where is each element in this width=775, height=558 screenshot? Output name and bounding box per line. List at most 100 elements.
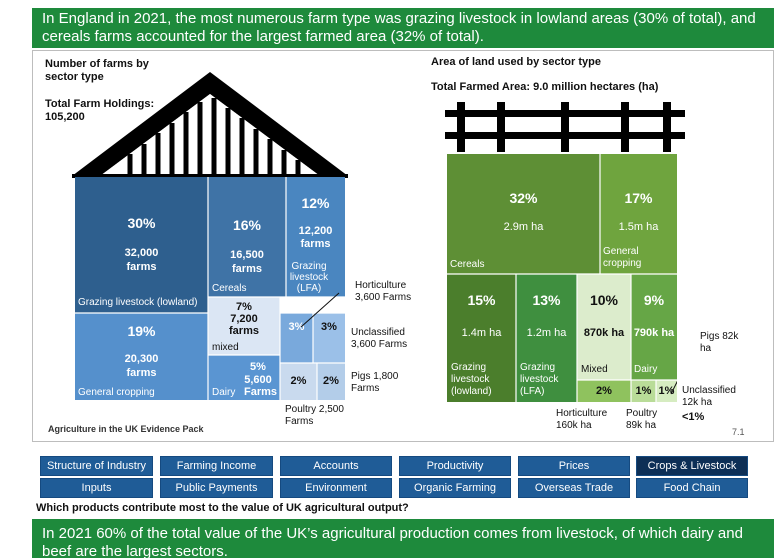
right-pigs-pct: 1%: [658, 385, 675, 397]
holdings-value: 105,200: [45, 111, 85, 123]
left-cereals-unit: farms: [232, 263, 262, 275]
page-number: 7.1: [732, 427, 745, 437]
right-mixed-area: 870k ha: [583, 327, 625, 339]
left-block-cereals: 16% 16,500 farms Cereals: [208, 177, 286, 297]
right-block-poultry: 1%: [631, 380, 656, 402]
right-general-cropping-name: General cropping: [603, 246, 642, 269]
left-general-cropping-unit: farms: [126, 367, 157, 379]
right-general-cropping-pct: 17%: [624, 190, 653, 206]
left-grazing-lfa-unit: farms: [300, 238, 331, 250]
left-pigs-pct: 2%: [290, 375, 307, 387]
nav-public-payments[interactable]: Public Payments: [160, 478, 273, 498]
left-cereals-count: 16,500: [230, 249, 264, 261]
right-block-general-cropping: 17% 1.5m ha General cropping: [600, 154, 677, 274]
left-treemap-grid: [75, 177, 345, 400]
bottom-banner-text: In 2021 60% of the total value of the UK…: [42, 525, 743, 558]
right-mixed-name: Mixed: [581, 364, 608, 375]
right-dairy-name: Dairy: [634, 364, 658, 375]
left-grazing-lowland-unit: farms: [126, 261, 157, 273]
right-cereals-name: Cereals: [450, 259, 485, 270]
left-cereals-pct: 16%: [232, 217, 262, 233]
nav-accounts[interactable]: Accounts: [280, 456, 392, 476]
left-general-cropping-pct: 19%: [127, 323, 156, 339]
right-horticulture-pct: 2%: [596, 385, 612, 397]
left-block-pigs: 2%: [280, 363, 317, 400]
right-cereals-area: 2.9m ha: [503, 221, 544, 233]
right-dairy-pct: 9%: [643, 292, 665, 308]
left-grazing-lowland-name: Grazing livestock (lowland): [78, 297, 198, 308]
left-grazing-lfa-pct: 12%: [301, 195, 330, 211]
nav-organic-farming[interactable]: Organic Farming: [399, 478, 511, 498]
left-general-cropping-count: 20,300: [124, 353, 159, 365]
left-title: Number of farms by sector type: [45, 58, 149, 83]
right-callout-horticulture: Horticulture 160k ha: [556, 408, 608, 431]
source-note: Agriculture in the UK Evidence Pack: [48, 424, 204, 434]
left-unclassified-pct: 3%: [321, 321, 337, 333]
left-callout-pigs: Pigs 1,800 Farms: [351, 371, 399, 394]
left-block-general-cropping: 19% 20,300 farms General cropping: [75, 313, 208, 400]
right-callout-pigs: Pigs 82k ha: [700, 331, 739, 354]
nav-farming-income[interactable]: Farming Income: [160, 456, 273, 476]
right-cereals-pct: 32%: [509, 190, 538, 206]
nav-inputs[interactable]: Inputs: [40, 478, 153, 498]
left-block-mixed: 7% 7,200 farms mixed: [208, 297, 280, 355]
right-callout-unclassified: Unclassified 12k ha: [682, 385, 736, 408]
right-dairy-area: 790k ha: [633, 327, 675, 339]
right-grazing-lowland-pct: 15%: [467, 292, 496, 308]
barn-roof-icon: [72, 72, 348, 178]
top-banner: In England in 2021, the most numerous fa…: [32, 8, 774, 48]
right-grazing-lfa-pct: 13%: [532, 292, 561, 308]
left-callout-poultry: Poultry 2,500 Farms: [285, 404, 344, 427]
left-mixed-name: mixed: [212, 342, 239, 353]
left-dairy-pct: 5%: [250, 361, 266, 373]
right-grazing-lowland-name: Grazing livestock (lowland): [451, 362, 492, 397]
right-block-horticulture: 2%: [577, 380, 631, 402]
left-block-grazing-lfa: 12% 12,200 farms Grazing livestock (LFA): [286, 177, 345, 297]
nav-crops-livestock[interactable]: Crops & Livestock: [636, 456, 748, 476]
left-mixed-pct: 7%: [236, 301, 252, 313]
bottom-banner: In 2021 60% of the total value of the UK…: [32, 519, 774, 558]
right-block-pigs-unclassified: 1%: [656, 380, 677, 402]
left-grazing-lowland-pct: 30%: [127, 215, 156, 231]
left-dairy-unit: Farms: [244, 386, 278, 398]
right-grazing-lfa-name: Grazing livestock (LFA): [520, 362, 559, 397]
nav-overseas-trade[interactable]: Overseas Trade: [518, 478, 630, 498]
left-block-unclassified: 3%: [313, 313, 345, 363]
right-callout-lt1: <1%: [682, 411, 705, 423]
right-block-cereals: 32% 2.9m ha Cereals: [447, 154, 600, 274]
left-dairy-count: 5,600: [244, 374, 272, 386]
left-grazing-lfa-name: Grazing livestock (LFA): [289, 261, 329, 294]
right-grazing-lfa-area: 1.2m ha: [526, 327, 567, 339]
left-block-poultry: 2%: [317, 363, 345, 400]
question-heading: Which products contribute most to the va…: [36, 502, 409, 514]
right-poultry-pct: 1%: [635, 385, 652, 397]
right-block-dairy: 9% 790k ha Dairy: [631, 274, 677, 380]
nav-productivity[interactable]: Productivity: [399, 456, 511, 476]
left-grazing-lfa-count: 12,200: [298, 225, 333, 237]
holdings-label: Total Farm Holdings:: [45, 98, 155, 110]
right-block-grazing-lfa: 13% 1.2m ha Grazing livestock (LFA): [516, 274, 577, 402]
nav-structure-of-industry[interactable]: Structure of Industry: [40, 456, 153, 476]
right-callout-poultry: Poultry 89k ha: [626, 408, 658, 431]
right-title: Area of land used by sector type: [431, 56, 601, 68]
left-dairy-name: Dairy: [212, 387, 236, 398]
nav-environment[interactable]: Environment: [280, 478, 392, 498]
right-block-grazing-lowland: 15% 1.4m ha Grazing livestock (lowland): [447, 274, 516, 402]
left-callout-unclassified: Unclassified 3,600 Farms: [351, 327, 408, 350]
right-mixed-pct: 10%: [589, 292, 619, 308]
left-block-dairy: 5% 5,600 Dairy Farms: [208, 355, 280, 400]
left-general-cropping-name: General cropping: [78, 387, 155, 398]
right-treemap-grid: [447, 154, 677, 402]
nav-food-chain[interactable]: Food Chain: [636, 478, 748, 498]
fence-icon: [445, 102, 685, 152]
left-block-grazing-lowland: 30% 32,000 farms Grazing livestock (lowl…: [75, 177, 208, 313]
top-banner-text: In England in 2021, the most numerous fa…: [42, 10, 756, 45]
left-mixed-unit: farms: [229, 325, 259, 337]
right-grazing-lowland-area: 1.4m ha: [461, 327, 502, 339]
left-mixed-count: 7,200: [230, 313, 258, 325]
right-block-mixed: 10% 870k ha Mixed: [577, 274, 631, 380]
left-grazing-lowland-count: 32,000: [124, 247, 159, 259]
nav-prices[interactable]: Prices: [518, 456, 630, 476]
left-callout-horticulture: Horticulture 3,600 Farms: [355, 280, 412, 303]
right-total-label: Total Farmed Area: 9.0 million hectares …: [431, 81, 659, 93]
